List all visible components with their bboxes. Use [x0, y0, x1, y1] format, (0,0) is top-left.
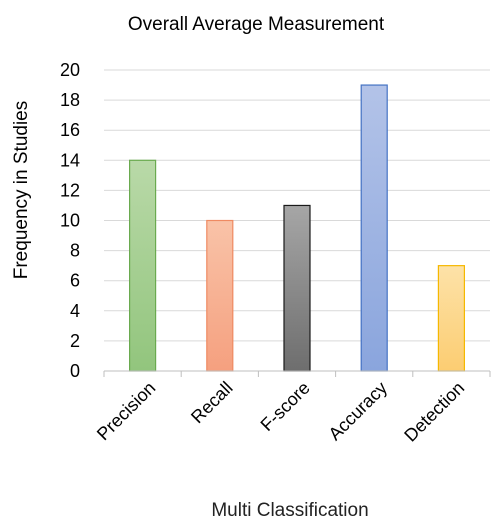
x-tick-label: Accuracy [325, 378, 391, 444]
y-tick-label: 8 [70, 241, 80, 261]
bar-accuracy [360, 84, 388, 372]
x-tick-label: Recall [187, 378, 237, 428]
bar-f-score [283, 204, 311, 372]
y-tick-label: 14 [60, 150, 80, 170]
y-tick-label: 6 [70, 271, 80, 291]
bars [129, 84, 465, 372]
bar-detection [437, 265, 465, 372]
y-tick-label: 0 [70, 361, 80, 381]
y-tick-label: 4 [70, 301, 80, 321]
x-axis-title: Multi Classification [211, 500, 368, 521]
y-tick-label: 16 [60, 120, 80, 140]
x-axis-labels: Precision Recall F-score Accuracy Detection [93, 378, 468, 446]
y-tick-label: 10 [60, 211, 80, 231]
x-tick-label: Precision [93, 378, 159, 444]
y-axis-title: Frequency in Studies [11, 101, 32, 280]
y-tick-label: 18 [60, 90, 80, 110]
x-axis [103, 370, 491, 377]
y-tick-label: 2 [70, 331, 80, 351]
x-tick-label: F-score [257, 378, 314, 435]
y-axis-ticks: 0 2 4 6 8 10 12 14 16 18 20 [60, 60, 80, 381]
y-tick-label: 20 [60, 60, 80, 80]
x-tick-label: Detection [400, 378, 468, 446]
chart-title: Overall Average Measurement [128, 14, 385, 35]
bar-precision [129, 159, 157, 372]
bar-recall [206, 219, 234, 372]
y-tick-label: 12 [60, 180, 80, 200]
